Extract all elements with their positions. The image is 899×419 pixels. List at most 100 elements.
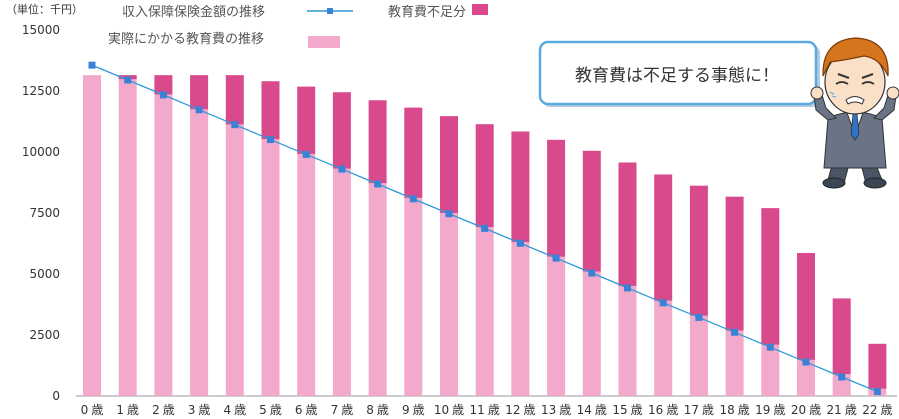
line-point xyxy=(481,224,489,232)
bars xyxy=(83,75,887,397)
legend-swatch-line-marker xyxy=(327,8,333,14)
bar-actual-cost xyxy=(511,242,530,396)
x-tick-label: 18 歳 xyxy=(719,403,749,417)
bar-shortfall xyxy=(511,131,530,243)
bar-actual-cost xyxy=(689,315,708,396)
bar-actual-cost xyxy=(440,213,458,396)
bar-shortfall xyxy=(404,107,423,198)
y-tick-label: 7500 xyxy=(29,206,60,220)
bar-actual-cost xyxy=(190,109,209,397)
bar-actual-cost xyxy=(83,75,101,396)
legend-swatch-shortfall xyxy=(472,4,488,15)
x-tick-label: 19 歳 xyxy=(755,403,785,417)
bar-shortfall xyxy=(547,139,566,257)
bar-actual-cost xyxy=(547,256,566,396)
x-axis: 0 歳 1 歳 2 歳 3 歳 4 歳 5 歳 6 歳 7 歳 8 歳 9 歳 10 歳 11 歳 12 歳 13 歳 14 歳 15 歳 16… xyxy=(81,403,893,417)
line-point xyxy=(731,328,739,336)
y-tick-label: 0 xyxy=(52,389,60,403)
line-point xyxy=(766,343,774,351)
x-tick-label: 14 歳 xyxy=(577,403,607,417)
bar-shortfall xyxy=(332,92,351,169)
line-point xyxy=(338,165,346,173)
line-point xyxy=(159,91,167,99)
bar-actual-cost xyxy=(725,330,744,396)
bar-shortfall xyxy=(832,298,851,375)
bar-actual-cost xyxy=(225,124,244,396)
y-tick-label: 10000 xyxy=(22,145,60,159)
bar-shortfall xyxy=(725,196,744,331)
bar-shortfall xyxy=(440,116,458,213)
callout-bubble: 教育費は不足する事態に！ xyxy=(538,40,820,107)
bar-shortfall xyxy=(582,150,601,272)
line-point xyxy=(695,313,703,321)
x-tick-label: 21 歳 xyxy=(827,403,857,417)
x-tick-label: 10 歳 xyxy=(434,403,464,417)
x-tick-label: 12 歳 xyxy=(505,403,535,417)
worried-man-illustration xyxy=(810,37,899,189)
line-point xyxy=(267,136,274,144)
bar-shortfall xyxy=(618,162,637,286)
bar-actual-cost xyxy=(118,79,137,397)
line-point xyxy=(195,106,203,114)
line-point xyxy=(552,254,560,262)
bar-actual-cost xyxy=(154,94,173,396)
x-tick-label: 16 歳 xyxy=(648,403,678,417)
legend: 収入保障保険金額の推移 教育費不足分 実際にかかる教育費の推移 xyxy=(108,4,488,48)
line-point xyxy=(659,299,667,307)
bar-shortfall xyxy=(154,75,173,95)
legend-label-shortfall: 教育費不足分 xyxy=(388,4,466,20)
y-axis: 0 2500 5000 7500 10000 12500 15000 xyxy=(22,23,60,403)
y-tick-label: 2500 xyxy=(29,328,60,342)
y-tick-label: 5000 xyxy=(29,267,60,281)
bar-actual-cost xyxy=(368,183,387,396)
unit-label: （単位：千円） xyxy=(6,2,83,16)
y-tick-label: 12500 xyxy=(22,84,60,98)
legend-label-line: 収入保障保険金額の推移 xyxy=(122,4,265,20)
bar-shortfall xyxy=(868,343,887,389)
line-point xyxy=(624,284,631,292)
bar-shortfall xyxy=(797,253,815,360)
bar-actual-cost xyxy=(475,227,494,396)
insurance-line xyxy=(88,61,881,396)
line-point xyxy=(231,121,239,129)
bar-shortfall xyxy=(761,208,780,345)
line-point xyxy=(409,195,417,203)
bar-actual-cost xyxy=(797,359,815,396)
bar-shortfall xyxy=(225,75,244,125)
bar-shortfall xyxy=(368,100,387,184)
bar-shortfall xyxy=(261,81,280,140)
x-tick-label: 11 歳 xyxy=(470,403,500,417)
callout-text: 教育費は不足する事態に！ xyxy=(575,66,779,86)
bar-actual-cost xyxy=(618,285,637,396)
bar-shortfall xyxy=(190,75,209,110)
bar-actual-cost xyxy=(654,300,673,396)
bar-shortfall xyxy=(654,174,673,301)
bar-shortfall xyxy=(689,185,708,316)
bar-shortfall xyxy=(297,86,316,154)
line-point xyxy=(445,210,453,218)
line-point xyxy=(588,269,596,277)
bar-actual-cost xyxy=(404,197,423,396)
x-tick-label: 17 歳 xyxy=(684,403,714,417)
line-point xyxy=(124,76,132,84)
bar-actual-cost xyxy=(297,153,316,396)
x-tick-label: 20 歳 xyxy=(791,403,821,417)
x-tick-label: 13 歳 xyxy=(541,403,571,417)
line-point xyxy=(873,388,881,396)
legend-swatch-actual xyxy=(308,36,340,48)
bar-shortfall xyxy=(475,124,494,228)
line-point xyxy=(374,180,382,188)
x-tick-label: 15 歳 xyxy=(612,403,642,417)
line-point xyxy=(802,358,810,366)
